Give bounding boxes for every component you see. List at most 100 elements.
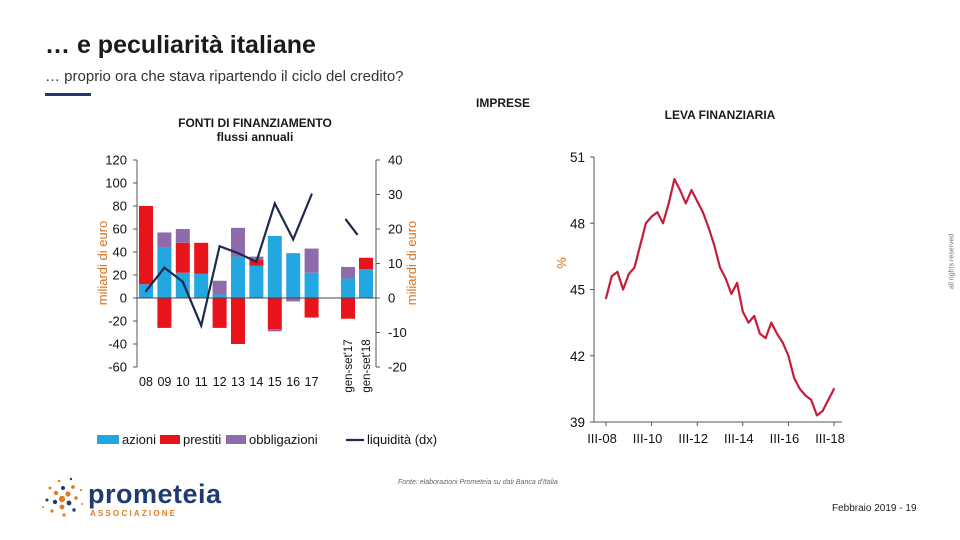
leva-y-tick-label: 39	[570, 415, 585, 430]
leva-point	[684, 202, 687, 205]
leva-line	[604, 177, 835, 417]
section-label: IMPRESE	[476, 96, 531, 110]
leva-point	[833, 387, 835, 390]
right-y-axis-title: miliardi di euro	[404, 221, 419, 306]
bar-obbligazioni	[157, 232, 172, 248]
category-label-rotated: gen-set'17	[343, 339, 355, 392]
liquidita-line-segment	[345, 219, 358, 235]
liquidita-point	[273, 202, 276, 205]
left-y-tick-label: -60	[108, 360, 127, 375]
legend-label-azioni: azioni	[122, 432, 156, 447]
bar-prestiti	[157, 298, 172, 328]
leva-point	[736, 281, 739, 284]
left-y-tick-label: -20	[108, 314, 127, 329]
legend-label-prestiti: prestiti	[183, 432, 221, 447]
leva-x-tick-label: III-14	[724, 431, 754, 446]
liquidita-line	[145, 194, 313, 330]
liquidita-point	[292, 238, 295, 241]
left-y-tick-label: 80	[113, 199, 127, 214]
bar-azioni	[341, 278, 355, 298]
leva-y-tick-label: 48	[570, 216, 585, 231]
leva-x-tick-label: III-10	[633, 431, 663, 446]
leva-point	[770, 321, 773, 324]
bar-prestiti	[139, 206, 153, 285]
title-underline	[45, 93, 91, 96]
leva-point	[679, 189, 682, 192]
bar-obbligazioni	[267, 329, 282, 332]
logo-tagline: ASSOCIAZIONE	[90, 509, 178, 518]
bar-prestiti	[231, 298, 245, 344]
leva-point	[656, 211, 659, 214]
prometeia-logo: prometeia ASSOCIAZIONE	[38, 474, 221, 524]
leva-point	[724, 277, 727, 280]
category-label: 09	[157, 375, 171, 389]
leva-point	[827, 398, 830, 401]
right-y-tick-label: -20	[388, 360, 407, 375]
liquidita-point	[255, 260, 258, 263]
left-chart-title-text: FONTI DI FINANZIAMENTO	[178, 116, 332, 130]
liquidita-point	[200, 324, 203, 327]
leva-point	[650, 215, 653, 218]
leva-point	[730, 292, 733, 295]
bar-obbligazioni	[304, 248, 319, 273]
leva-point	[696, 200, 699, 203]
leva-x-tick-label: III-18	[815, 431, 845, 446]
bar-prestiti	[175, 242, 190, 273]
right-y-tick-label: 20	[388, 222, 402, 237]
left-y-tick-label: -40	[108, 337, 127, 352]
leva-point	[747, 321, 750, 324]
leva-y-tick-label: 51	[570, 150, 585, 165]
left-chart-title: FONTI DI FINANZIAMENTO flussi annuali	[155, 116, 355, 144]
bar-azioni	[249, 265, 264, 298]
leva-point	[821, 409, 824, 412]
legend-swatch-azioni	[97, 435, 119, 444]
legend-swatch-prestiti	[160, 435, 180, 444]
leva-point	[673, 178, 676, 181]
leva-point	[810, 398, 813, 401]
category-label: 10	[176, 375, 190, 389]
right-chart-title: LEVA FINANZIARIA	[664, 108, 776, 122]
liquidita-point	[218, 245, 221, 248]
logo-name: prometeia	[88, 479, 222, 509]
bar-azioni	[286, 253, 301, 298]
category-label: 11	[195, 375, 208, 389]
category-label: 16	[286, 375, 300, 389]
bar-azioni	[359, 269, 373, 298]
leva-point	[776, 332, 778, 335]
rights-notice: all rights reserved	[948, 233, 956, 290]
left-y-tick-label: 60	[113, 222, 127, 237]
bar-azioni	[157, 247, 172, 298]
bar-obbligazioni	[286, 298, 301, 302]
bar-prestiti	[359, 257, 373, 270]
category-label: 14	[249, 375, 263, 389]
leva-point	[764, 337, 767, 340]
category-label: 08	[139, 375, 153, 389]
leva-point	[633, 266, 636, 269]
left-y-tick-label: 120	[105, 153, 127, 168]
leva-point	[662, 222, 664, 225]
liquidita-point	[236, 252, 240, 255]
leva-y-tick-label: 45	[570, 283, 585, 298]
footer-date-page: Febbraio 2019 - 19	[832, 503, 917, 514]
legend-swatch-obbligazioni	[226, 435, 246, 444]
bar-azioni	[231, 256, 245, 298]
bar-prestiti	[212, 298, 227, 328]
leva-point	[627, 273, 630, 276]
leva-point	[610, 275, 613, 278]
bar-prestiti	[341, 298, 355, 319]
category-label: 15	[268, 375, 282, 389]
legend-label-obbligazioni: obbligazioni	[249, 432, 318, 447]
leva-point	[741, 310, 744, 313]
leva-point	[707, 226, 710, 229]
leva-point	[690, 189, 693, 192]
leva-point	[793, 376, 796, 379]
leva-y-tick-label: 42	[570, 349, 585, 364]
liquidita-point	[181, 280, 184, 283]
right-y-tick-label: -10	[388, 325, 407, 340]
leva-point	[622, 288, 625, 291]
leva-point	[758, 332, 761, 335]
liquidita-point	[144, 290, 148, 293]
left-y-tick-label: 0	[120, 291, 127, 306]
category-label: 12	[213, 375, 227, 389]
